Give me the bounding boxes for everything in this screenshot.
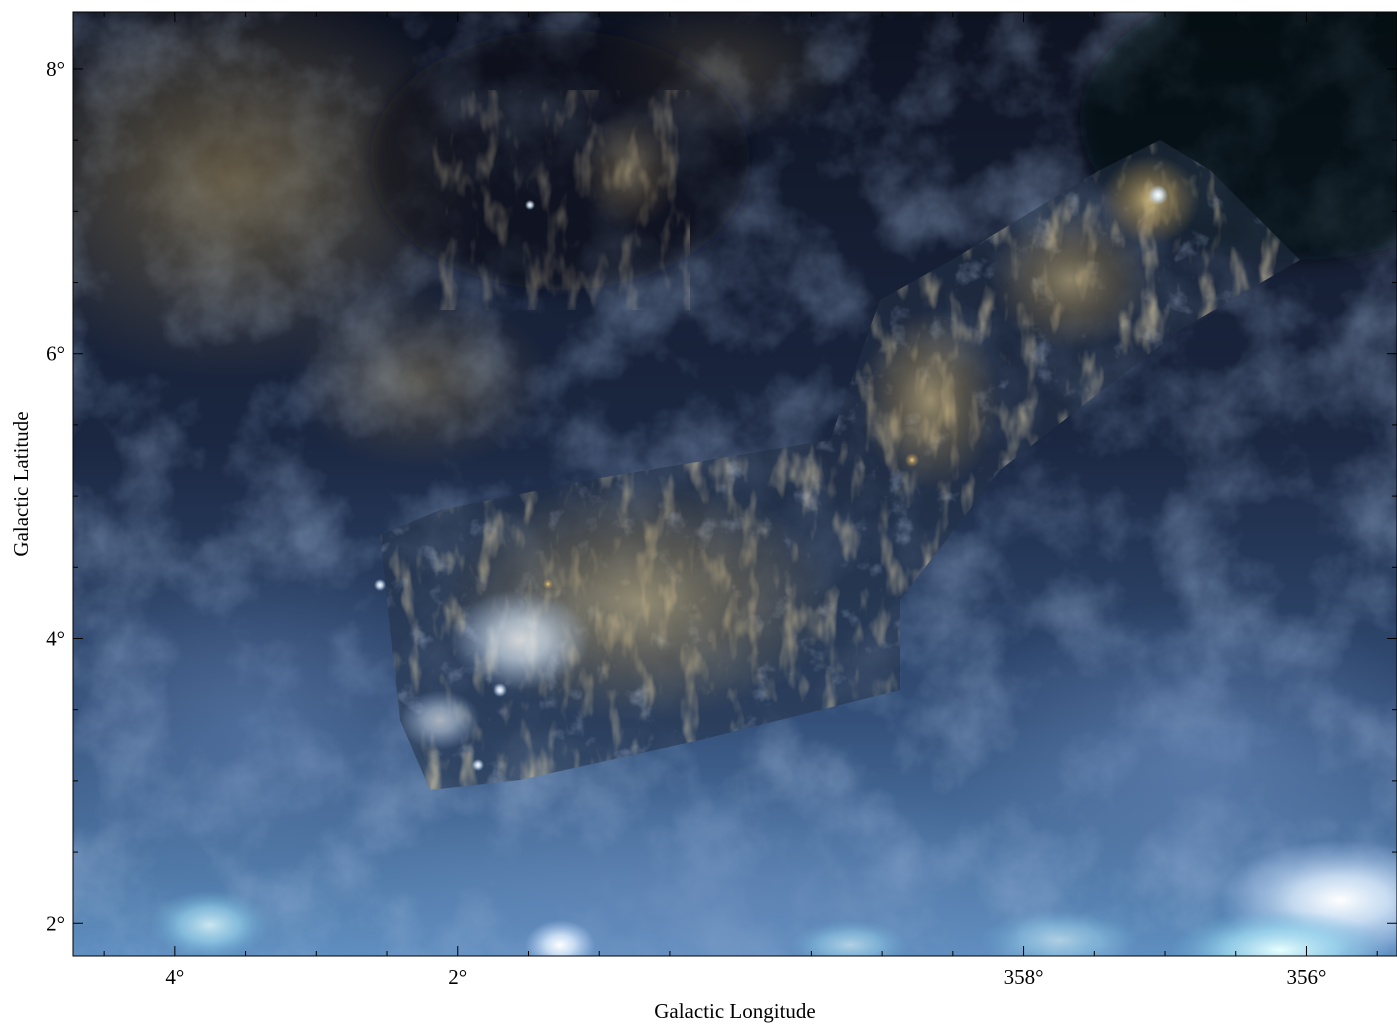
minor-ticks (73, 12, 1397, 956)
y-tick-label: 2° (46, 911, 65, 935)
x-tick-label: 4° (165, 965, 184, 989)
y-axis-title: Galactic Latitude (9, 411, 33, 556)
y-tick-label: 6° (46, 342, 65, 366)
y-axis-ticks: 8° 6° 4° 2° (46, 57, 1397, 935)
x-tick-label: 2° (448, 965, 467, 989)
y-tick-label: 8° (46, 57, 65, 81)
plot-frame (72, 11, 1397, 957)
x-tick-label: 356° (1287, 965, 1327, 989)
x-axis-title: Galactic Longitude (654, 999, 816, 1023)
x-axis-ticks: 4° 2° 358° 356° (165, 12, 1326, 989)
x-tick-label: 358° (1004, 965, 1044, 989)
y-tick-label: 4° (46, 626, 65, 650)
